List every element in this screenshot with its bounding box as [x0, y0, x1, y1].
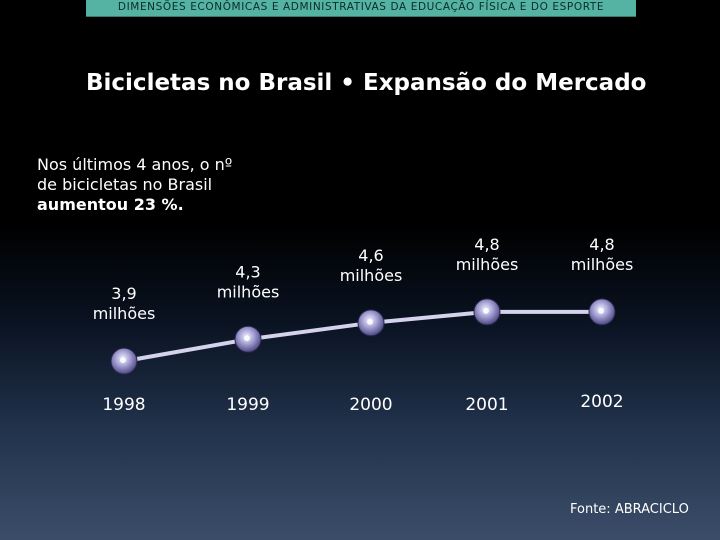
- description-line-1: Nos últimos 4 anos, o nº: [37, 155, 233, 174]
- data-label-1999-unit: milhões: [217, 282, 280, 301]
- data-label-2002-unit: milhões: [571, 255, 634, 274]
- header-bar: DIMENSÕES ECONÔMICAS E ADMINISTRATIVAS D…: [86, 0, 636, 17]
- data-label-2002-value: 4,8: [589, 235, 614, 254]
- x-tick-label-1998: 1998: [102, 395, 145, 415]
- data-label-2000-value: 4,6: [358, 246, 383, 265]
- data-point-highlight-2000: [367, 318, 373, 325]
- data-label-1998-value: 3,9: [111, 284, 136, 303]
- data-label-2000-unit: milhões: [340, 266, 403, 285]
- data-point-highlight-2001: [483, 307, 489, 314]
- data-label-2001-value: 4,8: [474, 235, 499, 254]
- x-tick-label-2000: 2000: [349, 395, 392, 415]
- data-label-2001-unit: milhões: [456, 255, 519, 274]
- description-line-3: aumentou 23 %.: [37, 195, 184, 214]
- description: Nos últimos 4 anos, o nº de bicicletas n…: [37, 155, 317, 215]
- x-tick-label-2001: 2001: [465, 395, 508, 415]
- data-label-1998-unit: milhões: [93, 304, 156, 323]
- data-label-1999-value: 4,3: [235, 262, 260, 281]
- description-line-2: de bicicletas no Brasil: [37, 175, 213, 194]
- source-note: Fonte: ABRACICLO: [570, 502, 689, 517]
- x-tick-label-2002: 2002: [580, 392, 623, 412]
- header-text: DIMENSÕES ECONÔMICAS E ADMINISTRATIVAS D…: [117, 1, 605, 13]
- data-point-highlight-2002: [598, 307, 604, 314]
- x-tick-label-1999: 1999: [226, 395, 269, 415]
- page-title: Bicicletas no Brasil • Expansão do Merca…: [86, 70, 647, 96]
- data-point-highlight-1998: [120, 357, 126, 364]
- data-point-highlight-1999: [244, 335, 250, 342]
